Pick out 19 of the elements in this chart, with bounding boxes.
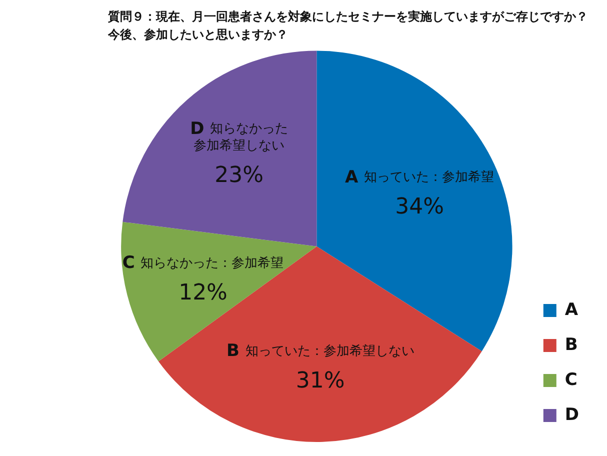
slice-label: D	[190, 118, 204, 139]
text: 知っていた：参加希望しない	[245, 344, 414, 360]
legend-label: B	[564, 334, 578, 355]
slice-label: B	[226, 341, 240, 362]
data-label: 12%	[178, 280, 228, 306]
data-label: 23%	[214, 163, 264, 188]
text: 参加希望しない	[194, 138, 285, 154]
legend-label: C	[564, 370, 578, 390]
text: 知らなかった	[210, 122, 288, 137]
slice-label: C	[122, 253, 135, 274]
text: 知らなかった：参加希望	[140, 256, 284, 271]
data-label: 34%	[395, 194, 444, 220]
slice-label: A	[345, 167, 359, 188]
legend-label: A	[564, 300, 579, 320]
text: 知っていた：参加希望	[364, 170, 494, 186]
chart-subtitle: 今後、参加したいと思いますか？	[107, 28, 288, 42]
data-label: 31%	[296, 368, 345, 394]
chart-title: 質問９：現在、月一回患者さんを対象にしたセミナーを実施していますがご存じですか？	[107, 9, 588, 24]
legend-label: D	[564, 404, 580, 425]
